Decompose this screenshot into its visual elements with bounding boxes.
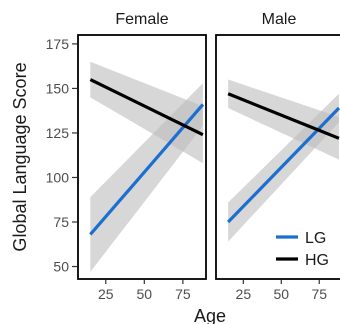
fit-line-lg (226, 106, 340, 224)
y-tick-label: 175 (46, 36, 70, 52)
legend-label-lg: LG (305, 230, 326, 247)
y-tick-label: 125 (46, 125, 70, 141)
facet-panel-female: Female 25 50 75 (77, 11, 207, 302)
y-axis-title: Global Language Score (10, 62, 30, 251)
fit-lines (89, 78, 205, 236)
panel-border (77, 34, 207, 280)
fit-line-hg (89, 78, 204, 137)
fit-lines (226, 92, 340, 224)
ci-band-hg (228, 79, 339, 160)
facet-strip-label: Female (115, 11, 168, 28)
ci-bands (90, 61, 203, 272)
fit-line-hg (227, 92, 340, 140)
ci-bands (228, 79, 339, 242)
facet-panel-male: Male 25 50 75 (215, 11, 340, 302)
x-ticks: 25 50 75 (98, 280, 191, 302)
x-tick-label: 50 (273, 286, 289, 302)
y-tick-label: 100 (46, 169, 70, 185)
y-axis: 50 75 100 125 150 175 (46, 36, 77, 275)
panel-border (215, 34, 340, 280)
x-axis-title: Age (194, 306, 226, 324)
y-tick-label: 50 (53, 259, 69, 275)
legend: LG HG (276, 230, 329, 269)
facet-strip-label: Male (262, 11, 297, 28)
legend-label-hg: HG (305, 252, 329, 269)
x-tick-label: 25 (98, 286, 114, 302)
x-tick-label: 50 (137, 286, 153, 302)
x-tick-label: 75 (175, 286, 191, 302)
x-ticks: 25 50 75 (236, 280, 327, 302)
y-tick-label: 75 (53, 214, 69, 230)
x-tick-label: 25 (236, 286, 252, 302)
y-tick-label: 150 (46, 80, 70, 96)
x-tick-label: 75 (311, 286, 327, 302)
